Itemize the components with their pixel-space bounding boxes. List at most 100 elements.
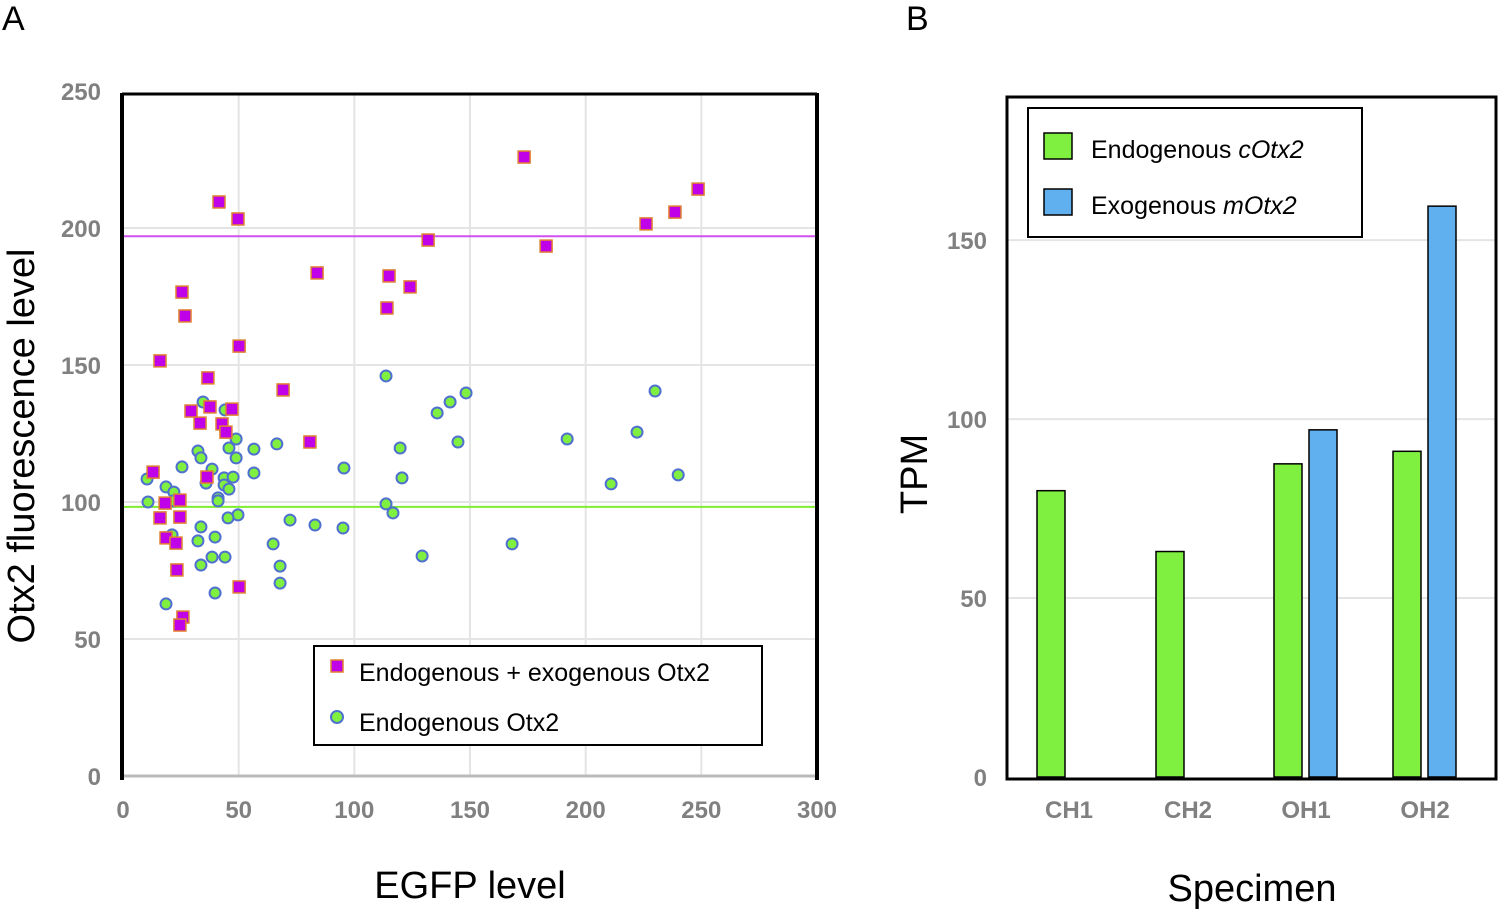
x-axis-title: Specimen bbox=[1168, 868, 1337, 910]
y-tick-label: 100 bbox=[947, 407, 987, 434]
x-tick-label: OH2 bbox=[1400, 797, 1449, 824]
data-point-circle bbox=[430, 406, 444, 420]
data-point-circle bbox=[221, 511, 235, 525]
data-point-square bbox=[153, 511, 167, 525]
data-point-circle bbox=[671, 468, 685, 482]
y-tick-label: 250 bbox=[61, 79, 101, 106]
data-point-circle bbox=[630, 425, 644, 439]
data-point-square bbox=[310, 266, 324, 280]
data-point-circle bbox=[459, 386, 473, 400]
data-point-square bbox=[421, 233, 435, 247]
scatter-plot: 0 50 100 150 200 250 300 0 50 100 150 200 250 Endogen… bbox=[1, 79, 837, 907]
data-point-circle bbox=[194, 558, 208, 572]
data-point-circle bbox=[208, 586, 222, 600]
x-tick-label: 250 bbox=[681, 797, 721, 824]
bar-oh2-exogenous bbox=[1427, 205, 1457, 778]
data-point-circle bbox=[247, 442, 261, 456]
legend: Endogenous + exogenous Otx2 Endogenous Ot… bbox=[313, 645, 763, 746]
data-point-circle bbox=[604, 477, 618, 491]
data-point-square bbox=[303, 435, 317, 449]
data-point-square bbox=[691, 182, 705, 196]
data-point-square bbox=[184, 404, 198, 418]
data-point-square bbox=[193, 416, 207, 430]
data-point-circle bbox=[336, 521, 350, 535]
data-point-square bbox=[203, 400, 217, 414]
legend-swatch bbox=[1043, 188, 1073, 216]
legend-label: Endogenous cOtx2 bbox=[1091, 136, 1304, 164]
data-point-square bbox=[219, 425, 233, 439]
legend-label-gene: cOtx2 bbox=[1238, 136, 1303, 164]
x-axis-title: EGFP level bbox=[374, 865, 565, 907]
legend-swatch bbox=[1043, 132, 1073, 160]
x-tick-label: CH2 bbox=[1164, 797, 1212, 824]
data-point-circle bbox=[393, 441, 407, 455]
bar-ch1-endogenous bbox=[1036, 489, 1066, 778]
data-point-circle bbox=[451, 435, 465, 449]
data-point-circle bbox=[379, 369, 393, 383]
bar-chart: 0 50 100 150 CH1 CH2 OH1 OH2 Endogenous cOtx2 Exo… bbox=[894, 95, 1498, 910]
data-point-circle bbox=[337, 461, 351, 475]
bar-oh2-endogenous bbox=[1392, 450, 1422, 778]
data-point-circle bbox=[415, 549, 429, 563]
data-point-square bbox=[170, 563, 184, 577]
data-point-circle bbox=[273, 559, 287, 573]
y-tick-label: 50 bbox=[960, 586, 987, 613]
legend-label: Endogenous Otx2 bbox=[359, 709, 559, 737]
data-point-circle bbox=[194, 520, 208, 534]
data-point-square bbox=[201, 371, 215, 385]
data-point-circle bbox=[226, 470, 240, 484]
data-point-circle bbox=[443, 395, 457, 409]
data-point-circle bbox=[270, 437, 284, 451]
data-point-square bbox=[146, 465, 160, 479]
data-point-circle bbox=[648, 384, 662, 398]
data-point-circle bbox=[218, 550, 232, 564]
data-point-circle bbox=[222, 482, 236, 496]
panel-label-a: A bbox=[2, 0, 25, 38]
y-tick-label: 150 bbox=[61, 353, 101, 380]
legend-label: Endogenous + exogenous Otx2 bbox=[359, 659, 710, 687]
data-point-square bbox=[232, 580, 246, 594]
x-tick-label: 0 bbox=[116, 797, 129, 824]
data-point-circle bbox=[308, 518, 322, 532]
data-point-circle bbox=[379, 497, 393, 511]
data-point-circle bbox=[222, 441, 236, 455]
data-point-circle bbox=[247, 466, 261, 480]
data-point-circle bbox=[194, 451, 208, 465]
legend-label-gene: mOtx2 bbox=[1223, 192, 1297, 220]
data-point-square bbox=[200, 470, 214, 484]
data-point-square bbox=[382, 269, 396, 283]
x-tick-label: 150 bbox=[450, 797, 490, 824]
data-point-square bbox=[539, 239, 553, 253]
x-tick-label: 200 bbox=[566, 797, 606, 824]
legend-label-text: Exogenous bbox=[1091, 192, 1223, 220]
y-tick-label: 50 bbox=[74, 627, 101, 654]
data-point-square bbox=[232, 339, 246, 353]
legend-box bbox=[313, 645, 763, 746]
data-point-square bbox=[231, 212, 245, 226]
data-point-square bbox=[639, 217, 653, 231]
legend-box bbox=[1027, 107, 1363, 238]
y-axis-title: Otx2 fluorescence level bbox=[1, 249, 43, 644]
data-point-circle bbox=[208, 530, 222, 544]
data-point-square bbox=[175, 285, 189, 299]
data-point-circle bbox=[229, 451, 243, 465]
data-point-square bbox=[276, 383, 290, 397]
data-point-circle bbox=[229, 432, 243, 446]
data-point-circle bbox=[159, 597, 173, 611]
y-axis-title: TPM bbox=[894, 434, 936, 514]
data-point-square bbox=[158, 496, 172, 510]
x-tick-label: 50 bbox=[225, 797, 252, 824]
data-point-circle bbox=[386, 506, 400, 520]
bar-ch2-endogenous bbox=[1155, 550, 1185, 778]
data-point-circle bbox=[273, 576, 287, 590]
legend-swatch-square bbox=[330, 659, 344, 673]
data-point-circle bbox=[505, 537, 519, 551]
x-tick-label: 100 bbox=[334, 797, 374, 824]
data-point-circle bbox=[266, 537, 280, 551]
legend: Endogenous cOtx2 Exogenous mOtx2 bbox=[1027, 107, 1363, 238]
data-point-square bbox=[517, 150, 531, 164]
data-point-circle bbox=[205, 550, 219, 564]
legend-label: Exogenous mOtx2 bbox=[1091, 192, 1297, 220]
data-point-circle bbox=[191, 534, 205, 548]
